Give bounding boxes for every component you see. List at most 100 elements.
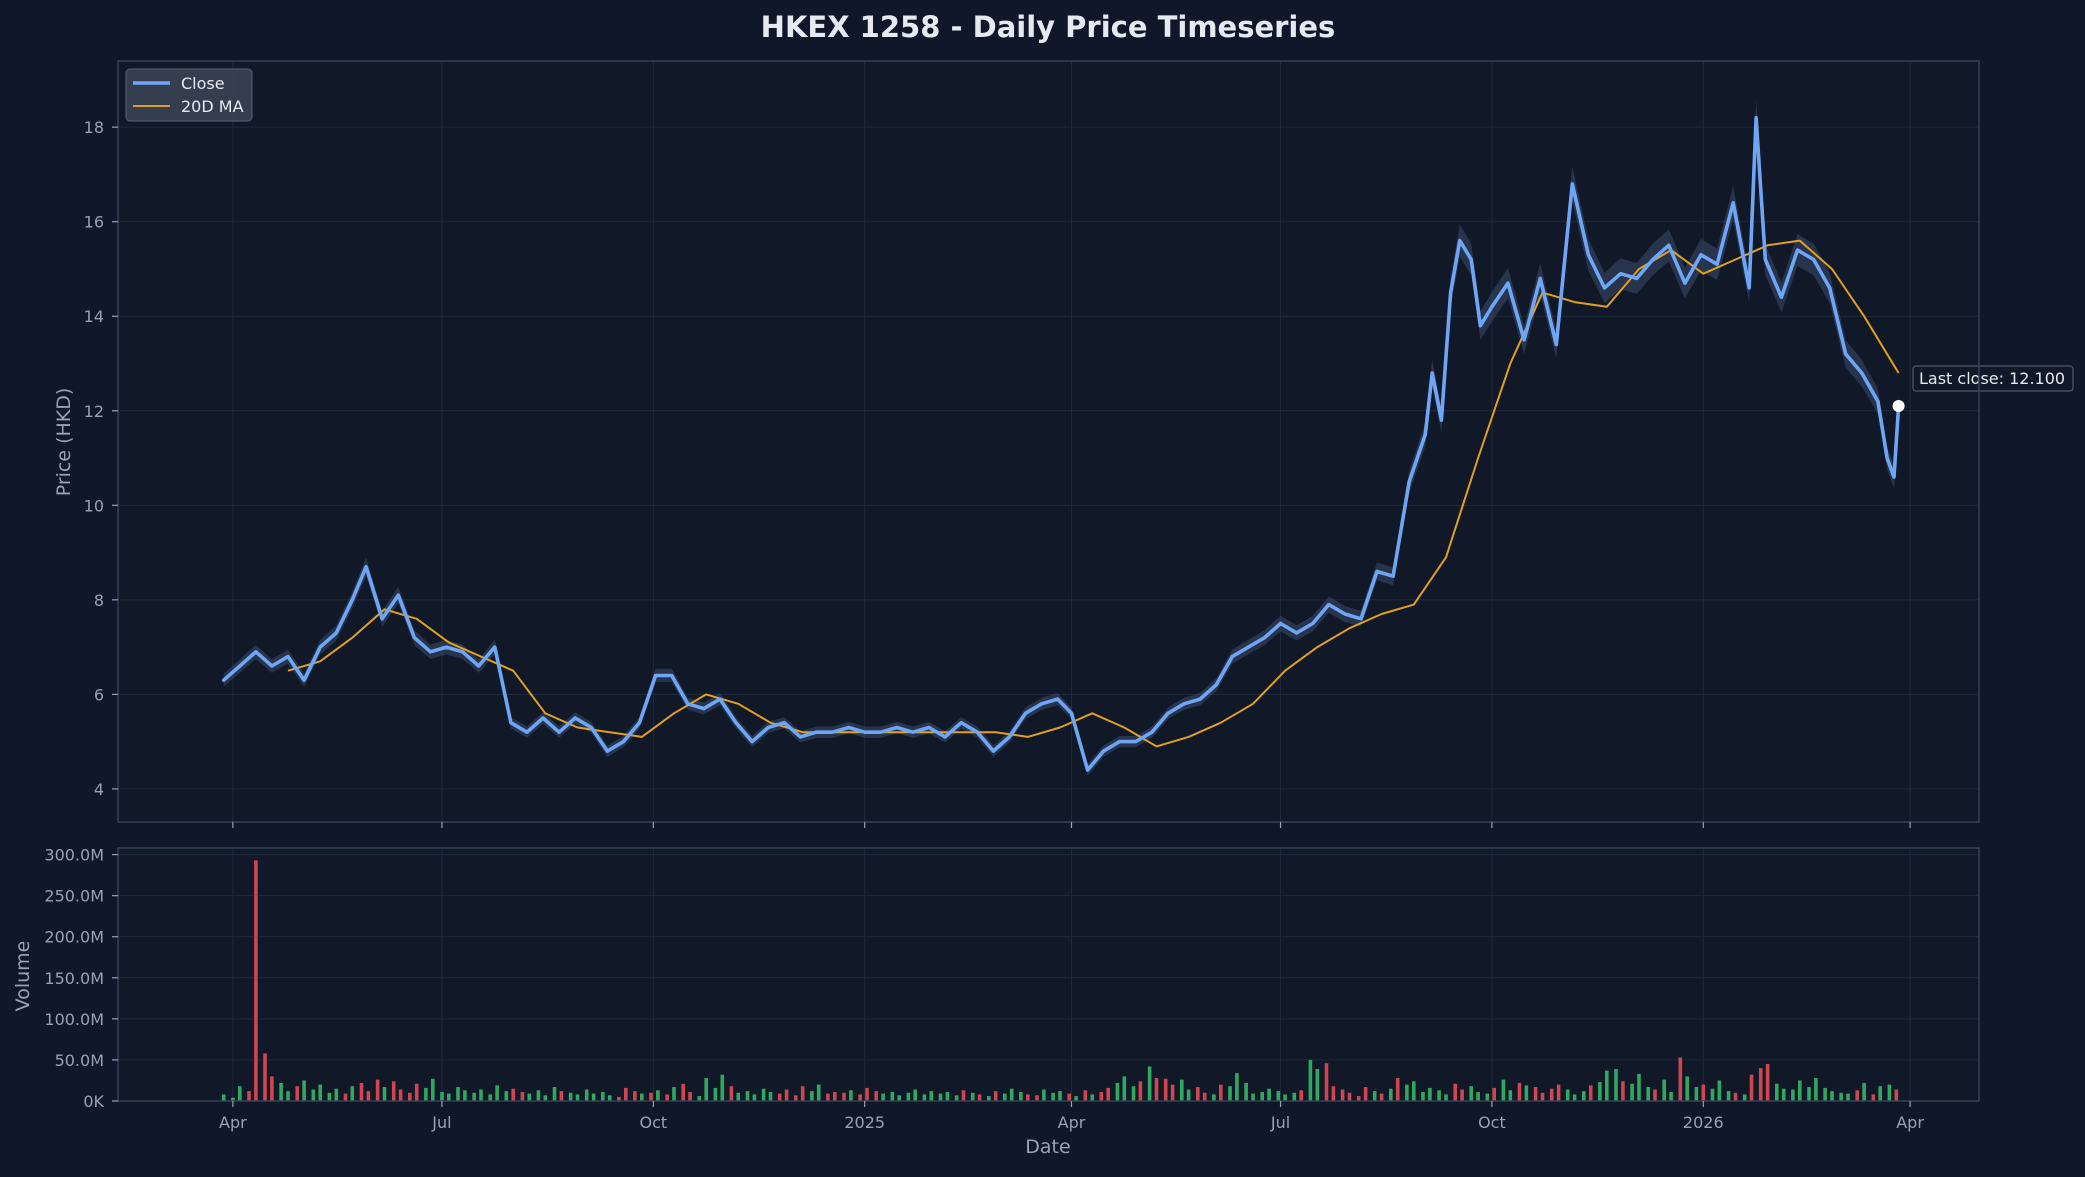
- volume-bar: [1180, 1079, 1184, 1101]
- volume-bar: [736, 1092, 741, 1101]
- legend-ma-label: 20D MA: [181, 97, 244, 116]
- volume-ytick-label: 300.0M: [44, 846, 104, 865]
- volume-bar: [1637, 1073, 1641, 1101]
- price-gridlines: [118, 61, 1979, 822]
- volume-bar: [1260, 1092, 1264, 1101]
- volume-bar: [1733, 1092, 1738, 1101]
- volume-bar: [1565, 1089, 1570, 1101]
- volume-bar: [993, 1091, 998, 1101]
- volume-bar: [752, 1094, 757, 1101]
- volume-bar: [1067, 1093, 1071, 1101]
- volume-bar: [987, 1096, 991, 1101]
- volume-bar: [1775, 1083, 1779, 1102]
- volume-bar: [1646, 1087, 1650, 1101]
- volume-bar: [906, 1092, 911, 1101]
- volume-bar: [858, 1094, 862, 1101]
- price-ytick-label: 10: [84, 496, 104, 515]
- volume-bar: [1653, 1089, 1657, 1101]
- volume-bar: [768, 1092, 773, 1101]
- volume-bar: [1855, 1090, 1859, 1101]
- volume-bar: [826, 1093, 830, 1101]
- volume-bar: [1131, 1086, 1136, 1101]
- volume-bar: [1122, 1076, 1127, 1101]
- volume-bar: [1042, 1089, 1046, 1101]
- volume-bar: [1163, 1078, 1168, 1101]
- volume-bar: [398, 1089, 403, 1101]
- volume-bar: [1701, 1084, 1706, 1101]
- volume-bar: [1549, 1088, 1554, 1101]
- volume-bar: [1476, 1092, 1480, 1101]
- volume-bar: [1630, 1083, 1634, 1102]
- volume-bar: [504, 1091, 509, 1101]
- volume-bar: [1878, 1086, 1882, 1101]
- volume-bar: [1598, 1082, 1602, 1101]
- volume-bar: [865, 1087, 869, 1101]
- volume-bar: [1356, 1096, 1361, 1101]
- volume-bar: [1147, 1066, 1152, 1101]
- volume-bar: [1154, 1078, 1159, 1101]
- volume-bar: [1251, 1093, 1255, 1101]
- close-price-line: [221, 115, 1901, 772]
- volume-bar: [1871, 1094, 1876, 1101]
- volume-bar: [479, 1089, 483, 1101]
- volume-bar: [1009, 1088, 1014, 1101]
- volume-plot-frame: [117, 847, 1980, 1102]
- volume-bar: [414, 1083, 419, 1102]
- volume-bar: [1742, 1094, 1747, 1101]
- x-axis-label: Date: [1025, 1136, 1070, 1158]
- volume-bar: [1614, 1069, 1618, 1101]
- volume-bar: [559, 1091, 564, 1101]
- volume-panel: 0K 50.0M 100.0M 150.0M 200.0M 250.0M 300.0M Ap…: [12, 846, 1980, 1158]
- volume-bar: [954, 1095, 959, 1102]
- volume-bar: [1437, 1090, 1441, 1101]
- volume-bar: [929, 1091, 934, 1101]
- volume-ytick-label: 0K: [83, 1092, 104, 1111]
- volume-bar: [794, 1095, 798, 1102]
- volume-bar: [1781, 1088, 1786, 1101]
- x-tick-label: Apr: [1058, 1113, 1086, 1132]
- volume-bar: [263, 1053, 267, 1101]
- volume-bar: [1726, 1091, 1731, 1101]
- volume-bar: [665, 1094, 669, 1101]
- volume-y-ticks: 0K 50.0M 100.0M 150.0M 200.0M 250.0M 300.0M: [44, 846, 118, 1111]
- volume-bar: [1372, 1091, 1377, 1101]
- volume-bar: [221, 1094, 226, 1101]
- volume-bar: [1540, 1092, 1545, 1101]
- volume-bar: [359, 1082, 364, 1101]
- volume-bar: [729, 1086, 734, 1101]
- volume-bar: [1605, 1070, 1609, 1101]
- volume-bar: [1186, 1089, 1191, 1101]
- volume-bar: [601, 1092, 605, 1101]
- volume-bar: [938, 1093, 943, 1101]
- volume-bar: [1717, 1080, 1722, 1101]
- volume-bar: [1340, 1089, 1345, 1101]
- volume-bar: [1421, 1092, 1425, 1101]
- volume-ytick-label: 250.0M: [44, 887, 104, 906]
- volume-bar: [1846, 1093, 1850, 1101]
- volume-bars: [221, 860, 1899, 1102]
- volume-bar: [1517, 1082, 1522, 1101]
- volume-bar: [238, 1086, 242, 1101]
- volume-bar: [1019, 1092, 1023, 1101]
- annotation-box: [1912, 365, 2074, 392]
- volume-bar: [1379, 1093, 1384, 1101]
- volume-bar: [1453, 1083, 1457, 1102]
- volume-bar: [1267, 1088, 1271, 1101]
- volume-bar: [431, 1078, 435, 1101]
- volume-ytick-label: 200.0M: [44, 928, 104, 947]
- volume-bar: [1283, 1094, 1287, 1101]
- volume-bar: [672, 1087, 676, 1101]
- volume-bar: [1791, 1089, 1795, 1101]
- volume-bar: [777, 1093, 782, 1101]
- volume-bar: [1694, 1087, 1699, 1101]
- volume-bar: [247, 1091, 251, 1101]
- volume-bar: [311, 1089, 316, 1101]
- volume-bar: [1501, 1079, 1506, 1101]
- legend: Close 20D MA: [125, 68, 253, 122]
- volume-bar: [1765, 1064, 1770, 1101]
- volume-bar: [1830, 1091, 1834, 1101]
- volume-bar: [1669, 1092, 1673, 1101]
- volume-bar: [488, 1094, 492, 1101]
- volume-bar: [375, 1079, 380, 1101]
